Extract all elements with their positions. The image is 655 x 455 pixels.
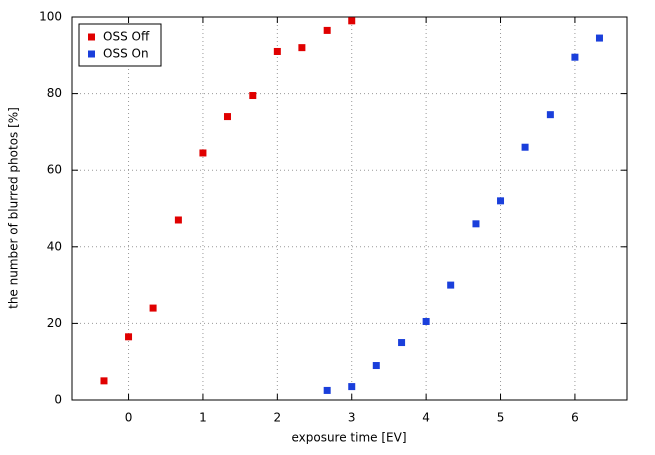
x-tick-label: 2: [274, 411, 282, 425]
point: [422, 317, 430, 325]
point: [348, 383, 356, 391]
y-tick-label: 20: [47, 316, 62, 330]
legend-label: OSS On: [103, 47, 149, 61]
point: [398, 339, 406, 347]
x-tick-label: 6: [571, 411, 579, 425]
y-tick-label: 60: [47, 163, 62, 177]
legend-marker: [88, 33, 95, 41]
y-tick-label: 40: [47, 239, 62, 253]
x-tick-label: 5: [497, 411, 505, 425]
x-tick-label: 0: [125, 411, 133, 425]
point: [323, 26, 331, 34]
point: [546, 111, 554, 119]
legend-box: [78, 23, 162, 67]
point: [149, 304, 157, 312]
plot-frame: [71, 16, 628, 401]
point: [595, 34, 603, 42]
point: [571, 53, 579, 61]
point: [348, 17, 356, 25]
y-axis-label: the number of blurred photos [%]: [7, 107, 21, 309]
x-axis-label: exposure time [EV]: [291, 431, 406, 445]
point: [174, 216, 182, 224]
x-tick-label: 1: [199, 411, 207, 425]
point: [372, 362, 380, 370]
legend-label: OSS Off: [103, 30, 150, 44]
x-tick-label: 4: [422, 411, 430, 425]
point: [472, 220, 480, 228]
y-tick-label: 0: [54, 393, 62, 407]
point: [497, 197, 505, 205]
point: [447, 281, 455, 289]
point: [273, 47, 281, 55]
x-tick-label: 3: [348, 411, 356, 425]
point: [199, 149, 207, 157]
y-tick-label: 100: [39, 10, 62, 24]
point: [223, 113, 231, 121]
y-tick-label: 80: [47, 86, 62, 100]
legend-marker: [88, 50, 95, 58]
point: [323, 386, 331, 394]
point: [125, 333, 133, 341]
point: [298, 44, 306, 52]
point: [521, 143, 529, 151]
point: [100, 377, 108, 385]
point: [249, 92, 257, 100]
